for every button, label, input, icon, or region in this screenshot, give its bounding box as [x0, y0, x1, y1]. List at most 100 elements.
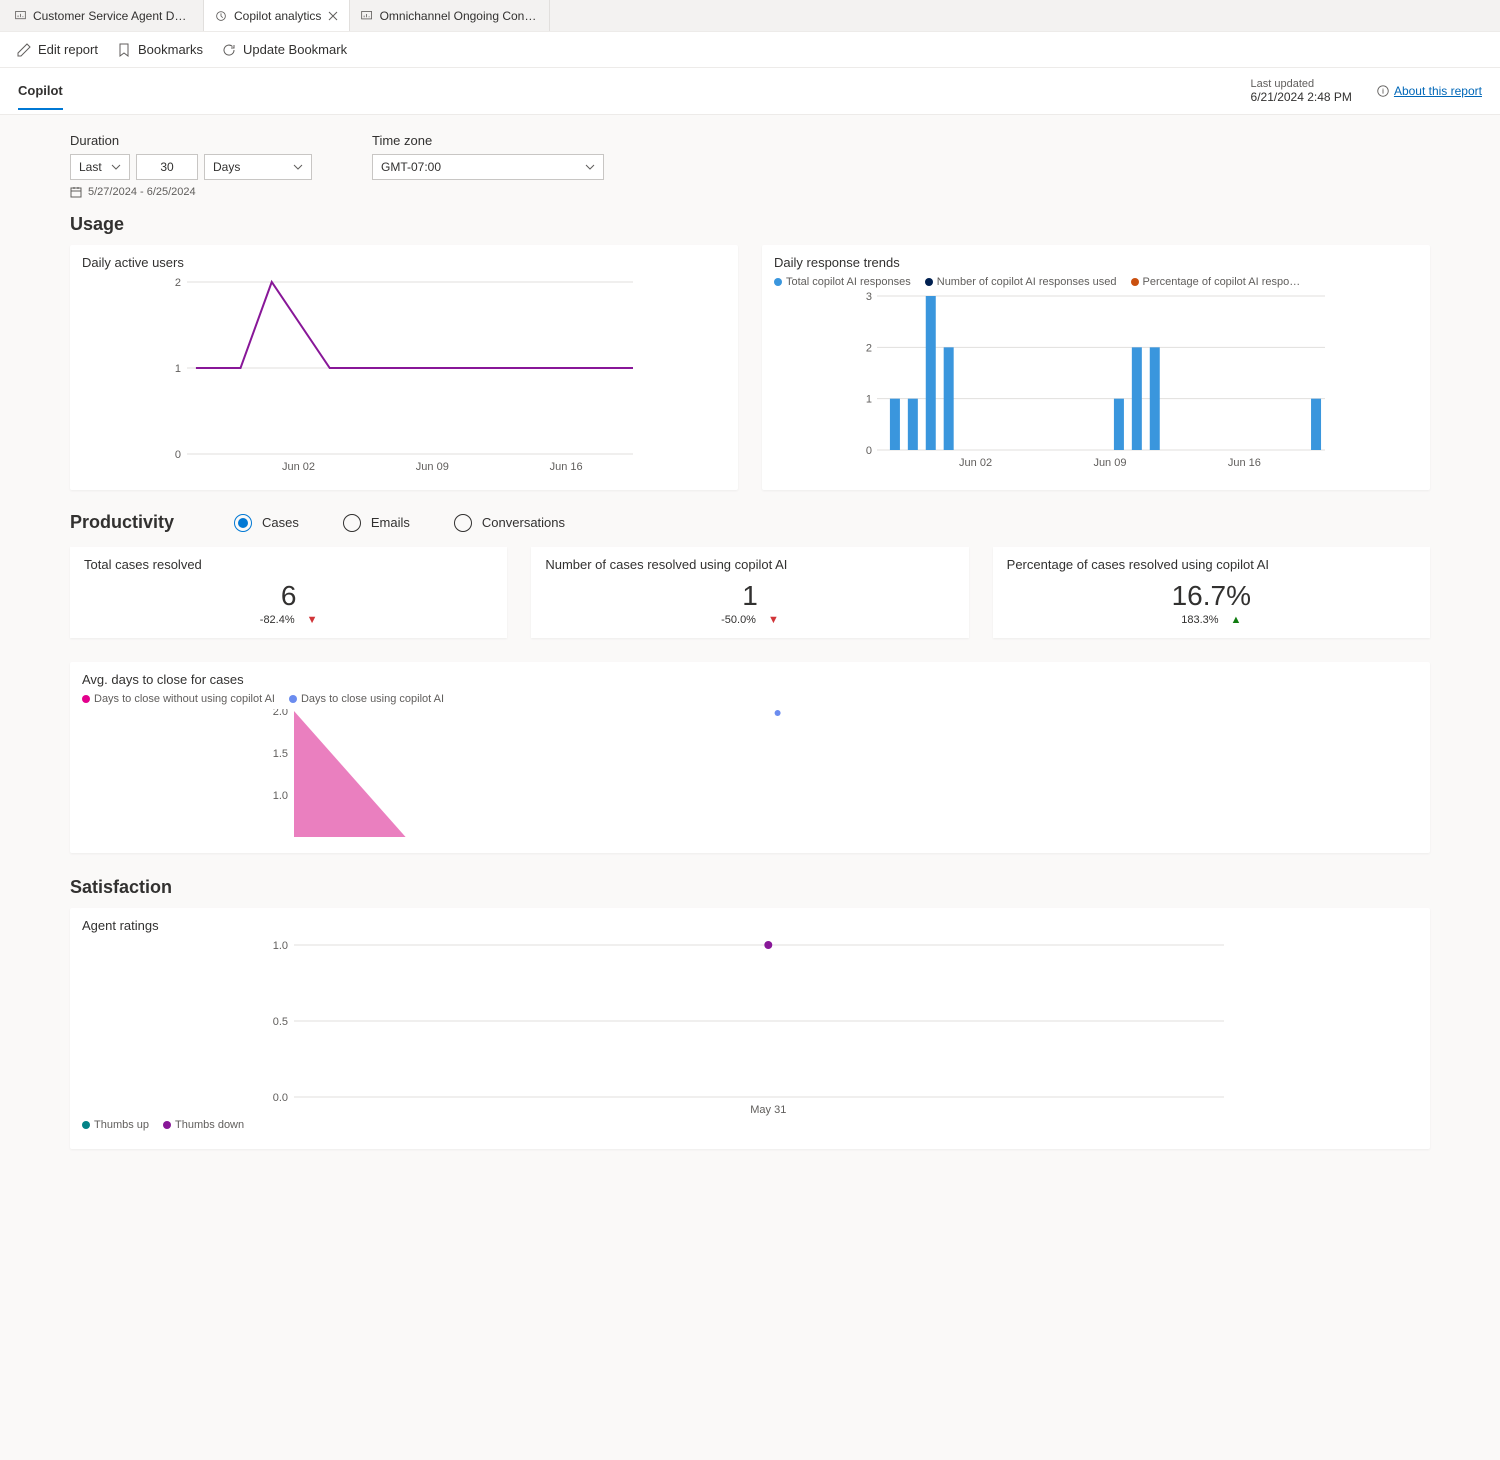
radio-conversations[interactable]: Conversations	[454, 514, 565, 532]
kpi-delta: 183.3% ▲	[1007, 614, 1416, 626]
tab-label: Customer Service Agent Dash…	[33, 9, 193, 23]
legend-label: Days to close using copilot AI	[301, 693, 444, 705]
last-updated-label: Last updated	[1251, 78, 1352, 90]
content: Duration Last 30 Days 5/27/2024 - 6/25/2…	[0, 115, 1500, 1189]
radio-label: Emails	[371, 515, 410, 530]
duration-unit-select[interactable]: Days	[204, 154, 312, 180]
subtabs: Copilot	[18, 83, 63, 110]
radio-cases[interactable]: Cases	[234, 514, 299, 532]
avgdays-legend: Days to close without using copilot AIDa…	[82, 693, 1418, 705]
svg-text:1.5: 1.5	[273, 748, 288, 760]
kpi-delta-value: -82.4%	[260, 614, 295, 626]
subtab-copilot[interactable]: Copilot	[18, 83, 63, 110]
productivity-title: Productivity	[70, 512, 174, 533]
timezone-select[interactable]: GMT-07:00	[372, 154, 604, 180]
svg-text:0: 0	[175, 449, 181, 461]
about-this-report-link[interactable]: About this report	[1376, 84, 1482, 98]
close-icon[interactable]	[327, 10, 339, 22]
ratings-chart-svg: 1.00.50.0May 31	[82, 939, 1418, 1119]
legend-label: Thumbs down	[175, 1119, 244, 1131]
dau-card: Daily active users 012Jun 02Jun 09Jun 16	[70, 245, 738, 490]
arrow-up-icon: ▲	[1231, 614, 1242, 626]
radio-label: Cases	[262, 515, 299, 530]
avgdays-title: Avg. days to close for cases	[82, 672, 1418, 687]
tab-omnichannel[interactable]: Omnichannel Ongoing Conve…	[350, 0, 550, 31]
svg-text:1.0: 1.0	[273, 940, 288, 952]
dau-chart-svg: 012Jun 02Jun 09Jun 16	[82, 276, 726, 476]
report-icon	[14, 9, 27, 23]
kpi-delta-value: 183.3%	[1181, 614, 1218, 626]
tab-customer-service-dashboard[interactable]: Customer Service Agent Dash…	[4, 0, 204, 31]
kpi-value: 6	[84, 580, 493, 612]
kpi-delta: -50.0%▼	[545, 614, 954, 626]
avgdays-chart: 2.0 1.5 1.0	[82, 709, 1418, 839]
radio-circle	[343, 514, 361, 532]
legend-item: Days to close using copilot AI	[289, 693, 444, 705]
svg-text:May 31: May 31	[750, 1104, 786, 1116]
select-value: Days	[213, 160, 240, 174]
svg-text:Jun 02: Jun 02	[959, 457, 992, 469]
satisfaction-title: Satisfaction	[70, 877, 1430, 898]
legend-dot	[82, 695, 90, 703]
dau-chart: 012Jun 02Jun 09Jun 16	[82, 276, 726, 476]
svg-text:3: 3	[866, 292, 872, 303]
kpi-title: Number of cases resolved using copilot A…	[545, 557, 954, 572]
tab-label: Omnichannel Ongoing Conve…	[380, 9, 540, 23]
last-updated: Last updated 6/21/2024 2:48 PM	[1251, 78, 1352, 104]
radio-emails[interactable]: Emails	[343, 514, 410, 532]
subheader: Copilot Last updated 6/21/2024 2:48 PM A…	[0, 68, 1500, 115]
legend-label: Total copilot AI responses	[786, 276, 911, 288]
legend-dot	[82, 1121, 90, 1129]
ratings-card: Agent ratings 1.00.50.0May 31 Thumbs upT…	[70, 908, 1430, 1149]
edit-report-button[interactable]: Edit report	[16, 42, 98, 58]
avgdays-chart-svg: 2.0 1.5 1.0	[82, 709, 1418, 839]
svg-text:1: 1	[866, 394, 872, 406]
trends-chart-svg: 0123Jun 02Jun 09Jun 16	[774, 292, 1418, 472]
tool-label: Bookmarks	[138, 42, 203, 57]
usage-title: Usage	[70, 214, 1430, 235]
duration-type-select[interactable]: Last	[70, 154, 130, 180]
last-updated-value: 6/21/2024 2:48 PM	[1251, 90, 1352, 104]
legend-dot	[774, 278, 782, 286]
dau-title: Daily active users	[82, 255, 726, 270]
bookmarks-button[interactable]: Bookmarks	[116, 42, 203, 58]
legend-item: Thumbs down	[163, 1119, 244, 1131]
svg-text:2: 2	[866, 342, 872, 354]
legend-dot	[925, 278, 933, 286]
legend-label: Thumbs up	[94, 1119, 149, 1131]
legend-label: Number of copilot AI responses used	[937, 276, 1117, 288]
select-value: GMT-07:00	[381, 160, 441, 174]
legend-item: Total copilot AI responses	[774, 276, 911, 288]
svg-text:Jun 09: Jun 09	[416, 461, 449, 473]
kpi-title: Percentage of cases resolved using copil…	[1007, 557, 1416, 572]
tabstrip: Customer Service Agent Dash… Copilot ana…	[0, 0, 1500, 32]
duration-label: Duration	[70, 133, 312, 148]
svg-text:1.0: 1.0	[273, 790, 288, 802]
legend-item: Number of copilot AI responses used	[925, 276, 1117, 288]
ratings-legend: Thumbs up Thumbs down	[82, 1119, 1418, 1131]
radio-circle	[454, 514, 472, 532]
svg-text:0.0: 0.0	[273, 1092, 288, 1104]
kpi-value: 16.7%	[1007, 580, 1416, 612]
trends-legend: Total copilot AI responses Number of copi…	[774, 276, 1418, 288]
duration-n-input[interactable]: 30	[136, 154, 198, 180]
svg-text:Jun 16: Jun 16	[1228, 457, 1261, 469]
timezone-filter: Time zone GMT-07:00	[372, 133, 604, 198]
copilot-icon	[214, 9, 228, 23]
tab-copilot-analytics[interactable]: Copilot analytics	[204, 0, 350, 31]
svg-text:1: 1	[175, 363, 181, 375]
trends-card: Daily response trends Total copilot AI r…	[762, 245, 1430, 490]
legend-label: Percentage of copilot AI respo…	[1143, 276, 1301, 288]
tab-label: Copilot analytics	[234, 9, 321, 23]
arrow-down-icon: ▼	[768, 614, 779, 626]
timezone-label: Time zone	[372, 133, 604, 148]
update-bookmark-button[interactable]: Update Bookmark	[221, 42, 347, 58]
about-label: About this report	[1394, 84, 1482, 98]
svg-text:2.0: 2.0	[273, 709, 288, 718]
svg-text:Jun 02: Jun 02	[282, 461, 315, 473]
header-right: Last updated 6/21/2024 2:48 PM About thi…	[1251, 78, 1482, 114]
svg-text:0: 0	[866, 445, 872, 457]
radio-circle	[234, 514, 252, 532]
kpi-card: Percentage of cases resolved using copil…	[993, 547, 1430, 638]
svg-text:Jun 16: Jun 16	[550, 461, 583, 473]
